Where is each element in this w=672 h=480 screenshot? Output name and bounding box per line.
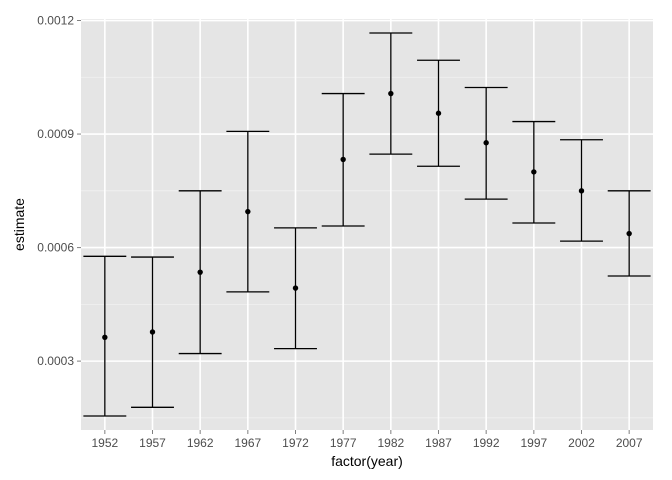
estimate-point-2002 <box>578 188 585 194</box>
x-tick-label: 1982 <box>377 436 404 450</box>
y-axis: 0.0003 0.0006 0.0009 0.0012 <box>37 14 81 368</box>
y-tick-label: 0.0003 <box>37 354 74 368</box>
x-tick-label: 2002 <box>568 436 595 450</box>
x-tick-label: 1967 <box>234 436 261 450</box>
estimate-point-1992 <box>483 140 489 146</box>
y-tick-label: 0.0012 <box>37 14 74 28</box>
x-tick-label: 1962 <box>187 436 214 450</box>
x-tick-label: 1952 <box>91 436 118 450</box>
estimate-point-2007 <box>626 230 632 237</box>
estimate-point-1957 <box>149 329 156 335</box>
x-tick-label: 1977 <box>330 436 357 450</box>
estimate-point-1987 <box>435 110 442 116</box>
x-tick-label: 1957 <box>139 436 166 450</box>
estimate-point-1962 <box>197 269 203 275</box>
estimate-points <box>102 90 632 340</box>
x-tick-label: 1997 <box>520 436 547 450</box>
y-tick-label: 0.0009 <box>37 127 74 141</box>
x-axis-title: factor(year) <box>331 453 403 469</box>
y-axis-title: estimate <box>11 198 27 251</box>
x-tick-label: 1992 <box>473 436 500 450</box>
x-tick-label: 1972 <box>282 436 309 450</box>
y-tick-label: 0.0006 <box>37 241 74 255</box>
estimate-point-1982 <box>388 90 394 97</box>
estimate-point-1972 <box>292 285 299 291</box>
estimate-point-1977 <box>340 156 346 163</box>
x-axis: 1952 1957 1962 1967 1972 1977 1982 1987 1992 1997… <box>91 430 643 450</box>
minor-gridlines <box>81 76 653 419</box>
plot-panel <box>81 19 653 430</box>
estimate-point-1967 <box>245 208 251 215</box>
x-tick-label: 2007 <box>616 436 643 450</box>
estimate-point-1952 <box>102 334 108 340</box>
x-tick-label: 1987 <box>425 436 452 450</box>
estimate-point-1997 <box>531 169 537 175</box>
